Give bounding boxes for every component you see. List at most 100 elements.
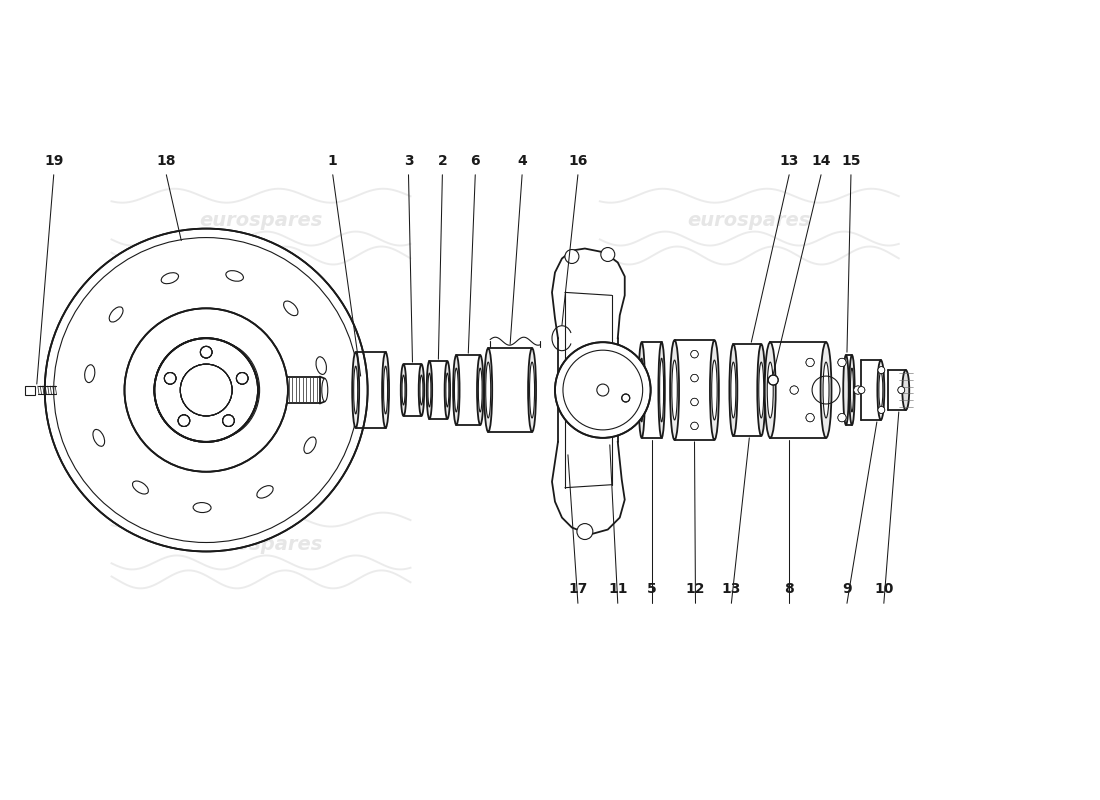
Ellipse shape [757,344,766,436]
Bar [25,386,35,394]
Ellipse shape [177,342,260,438]
Ellipse shape [660,358,663,422]
Ellipse shape [428,373,431,407]
Ellipse shape [879,372,883,408]
Text: 5: 5 [647,582,657,596]
Circle shape [124,308,288,472]
Circle shape [878,366,884,374]
Circle shape [691,398,698,406]
Text: 11: 11 [608,582,627,596]
Ellipse shape [444,361,450,419]
Ellipse shape [453,355,460,425]
Ellipse shape [672,360,678,420]
Ellipse shape [659,342,664,438]
Ellipse shape [767,362,773,418]
Ellipse shape [484,348,492,432]
Ellipse shape [352,352,360,428]
Text: 3: 3 [404,154,414,168]
Ellipse shape [354,366,358,414]
Ellipse shape [823,362,829,418]
Ellipse shape [419,364,425,416]
Ellipse shape [400,364,406,416]
Circle shape [178,415,189,426]
Ellipse shape [850,368,854,412]
Ellipse shape [638,342,645,438]
Ellipse shape [382,352,389,428]
Ellipse shape [446,373,449,407]
Ellipse shape [427,361,432,419]
Text: 4: 4 [517,154,527,168]
Text: 9: 9 [843,582,851,596]
Ellipse shape [878,360,884,420]
Circle shape [164,373,176,384]
Circle shape [178,415,189,426]
Text: eurospares: eurospares [199,211,322,230]
Circle shape [601,247,615,262]
Circle shape [236,373,248,384]
Circle shape [768,375,778,385]
Circle shape [691,374,698,382]
Ellipse shape [304,437,316,454]
Circle shape [180,364,232,416]
Circle shape [838,414,846,422]
Circle shape [858,386,865,394]
Circle shape [790,386,799,394]
Ellipse shape [730,362,736,418]
Ellipse shape [402,375,405,405]
Circle shape [806,358,814,366]
Circle shape [898,386,905,394]
Ellipse shape [902,370,910,410]
Circle shape [806,414,814,422]
Text: 17: 17 [569,582,587,596]
Ellipse shape [821,342,832,438]
Ellipse shape [256,486,273,498]
Ellipse shape [640,358,643,422]
Ellipse shape [162,273,178,284]
Ellipse shape [384,366,387,414]
Text: 19: 19 [44,154,64,168]
Text: eurospares: eurospares [688,211,811,230]
Text: 12: 12 [685,582,705,596]
Circle shape [236,373,248,384]
Ellipse shape [85,365,95,382]
Circle shape [45,229,367,551]
Text: 16: 16 [569,154,587,168]
Text: 8: 8 [784,582,794,596]
Circle shape [878,406,884,414]
Ellipse shape [764,342,776,438]
Text: eurospares: eurospares [199,535,322,554]
Circle shape [576,523,593,539]
Text: 14: 14 [812,154,830,168]
Text: 15: 15 [842,154,860,168]
Ellipse shape [759,362,763,418]
Circle shape [164,373,176,384]
Text: 10: 10 [874,582,893,596]
Circle shape [556,342,650,438]
Circle shape [222,415,234,426]
Ellipse shape [132,481,148,494]
Text: 13: 13 [722,582,741,596]
Circle shape [691,350,698,358]
Ellipse shape [109,307,123,322]
Ellipse shape [849,355,855,425]
Circle shape [200,346,212,358]
Ellipse shape [478,368,482,412]
Ellipse shape [486,362,491,418]
Text: 6: 6 [471,154,480,168]
Circle shape [691,422,698,430]
Circle shape [180,364,232,416]
Circle shape [854,386,862,394]
Text: 18: 18 [156,154,176,168]
Ellipse shape [710,340,719,440]
Text: 1: 1 [328,154,338,168]
Text: 2: 2 [438,154,448,168]
Ellipse shape [729,344,737,436]
Ellipse shape [670,340,679,440]
Ellipse shape [712,360,717,420]
Ellipse shape [477,355,484,425]
Ellipse shape [194,502,211,513]
Ellipse shape [844,355,849,425]
Circle shape [565,250,579,263]
Circle shape [200,346,212,358]
Ellipse shape [322,378,328,402]
